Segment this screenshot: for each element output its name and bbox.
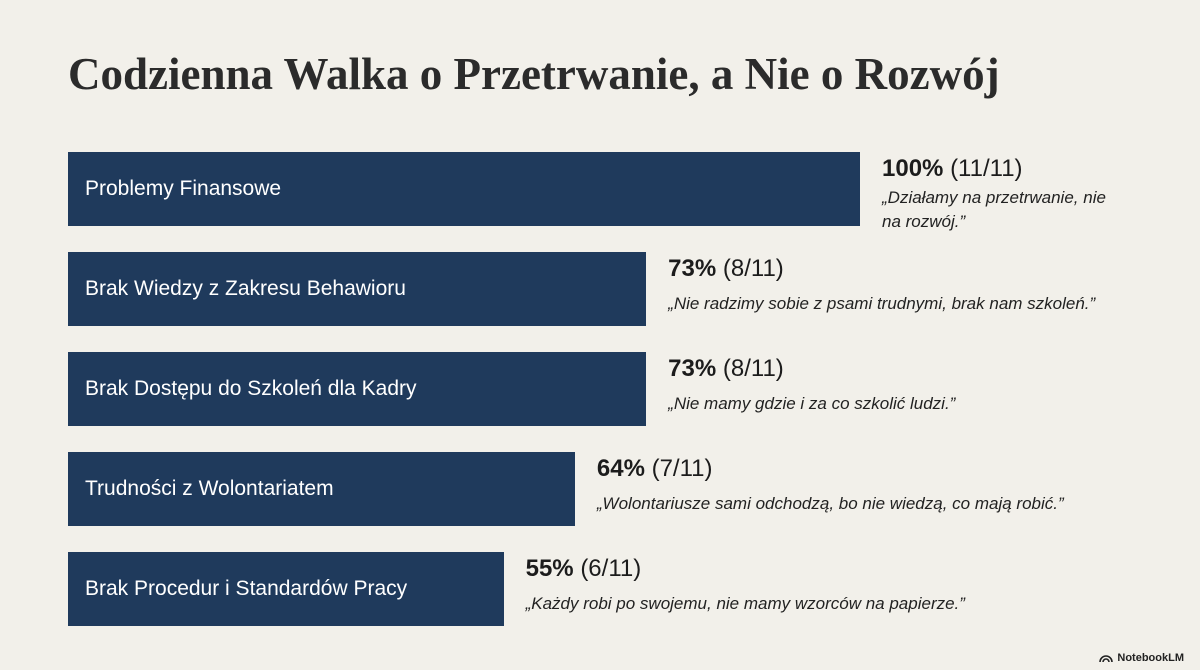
value-label: 73% bbox=[668, 355, 717, 382]
value-line: 55% (6/11) bbox=[526, 554, 965, 584]
bar: Problemy Finansowe bbox=[68, 152, 860, 226]
value-line: 100% (11/11) bbox=[882, 154, 1122, 184]
quote: „Nie radzimy sobie z psami trudnymi, bra… bbox=[668, 294, 1096, 313]
count-label: (7/11) bbox=[651, 455, 713, 482]
value-line: 73% (8/11) bbox=[668, 254, 1095, 284]
quote: „Każdy robi po swojemu, nie mamy wzorców… bbox=[525, 594, 965, 613]
bar-label: Trudności z Wolontariatem bbox=[85, 477, 334, 500]
value-label: 100% bbox=[882, 155, 944, 182]
count-label: (8/11) bbox=[722, 255, 784, 282]
quote: „Działamy na przetrwanie, nie na rozwój.… bbox=[882, 188, 1106, 231]
footer: NotebookLM bbox=[1099, 652, 1184, 664]
quote: „Wolontariusze sami odchodzą, bo nie wie… bbox=[596, 494, 1064, 513]
value-group: 55% (6/11) „Każdy robi po swojemu, nie ma… bbox=[526, 554, 965, 616]
value-label: 64% bbox=[596, 455, 645, 482]
bar: Trudności z Wolontariatem bbox=[68, 452, 575, 526]
logo bbox=[1099, 655, 1114, 663]
bar-label: Brak Dostępu do Szkoleń dla Kadry bbox=[85, 377, 417, 400]
quote: „Nie mamy gdzie i za co szkolić ludzi.” bbox=[668, 394, 956, 413]
bar: Brak Procedur i Standardów Pracy bbox=[68, 552, 504, 626]
count-label: (6/11) bbox=[580, 555, 642, 582]
count-label: (11/11) bbox=[950, 155, 1023, 182]
footer-text: NotebookLM bbox=[1117, 652, 1184, 664]
value-group: 64% (7/11) „Wolontariusze sami odchodzą, … bbox=[597, 454, 1064, 516]
value-line: 64% (7/11) bbox=[597, 454, 1064, 484]
value-label: 55% bbox=[525, 555, 574, 582]
bar: Brak Dostępu do Szkoleń dla Kadry bbox=[68, 352, 647, 426]
value-label: 73% bbox=[668, 255, 717, 282]
value-group: 100% (11/11) „Działamy na przetrwanie, ni… bbox=[882, 154, 1122, 234]
bar-label: Brak Wiedzy z Zakresu Behawioru bbox=[85, 277, 406, 300]
chart-title: Codzienna Walka o Przetrwanie, a Nie o R… bbox=[68, 49, 1000, 99]
value-group: 73% (8/11) „Nie radzimy sobie z psami tru… bbox=[668, 254, 1095, 316]
bar-label: Brak Procedur i Standardów Pracy bbox=[85, 577, 408, 600]
bar-label: Problemy Finansowe bbox=[85, 177, 282, 200]
bar: Brak Wiedzy z Zakresu Behawioru bbox=[68, 252, 647, 326]
value-group: 73% (8/11) „Nie mamy gdzie i za co szkoli… bbox=[668, 354, 955, 416]
count-label: (8/11) bbox=[722, 355, 784, 382]
value-line: 73% (8/11) bbox=[668, 354, 955, 384]
